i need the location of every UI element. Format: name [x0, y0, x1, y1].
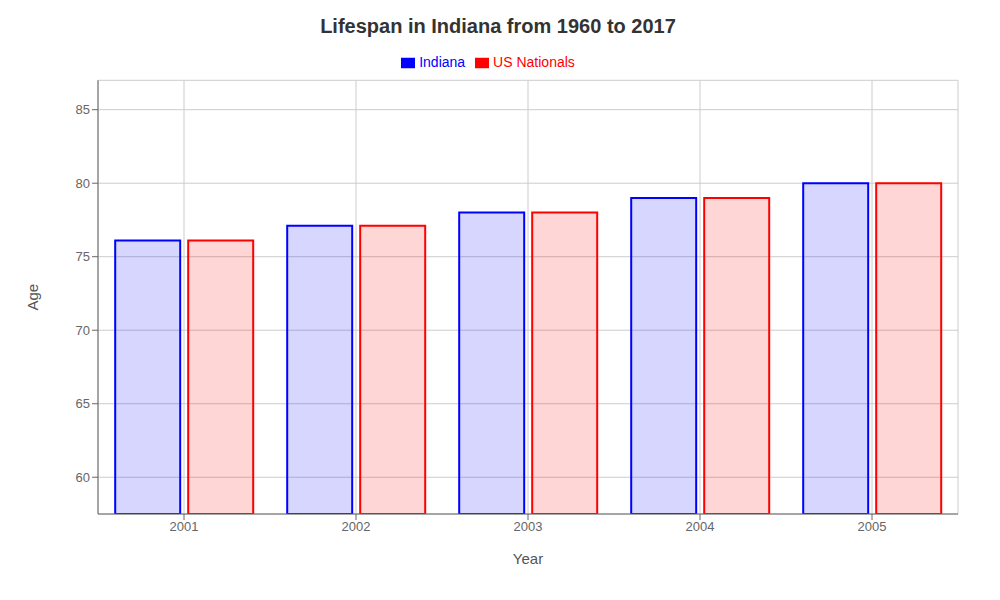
- svg-text:75: 75: [76, 249, 90, 264]
- html-text:Indiana: Indiana: [419, 54, 466, 70]
- svg-text:70: 70: [76, 323, 90, 338]
- svg-text:65: 65: [76, 396, 90, 411]
- svg-text:2004: 2004: [686, 519, 715, 534]
- svg-text:80: 80: [76, 176, 90, 191]
- svg-text:2002: 2002: [342, 519, 371, 534]
- svg-text:Year: Year: [513, 550, 543, 567]
- svg-text:60: 60: [76, 470, 90, 485]
- html-text:Lifespan in Indiana from 1960: Lifespan in Indiana from 1960 to 2017: [320, 15, 676, 37]
- svg-text:2001: 2001: [170, 519, 199, 534]
- svg-text:85: 85: [76, 102, 90, 117]
- svg-text:Age: Age: [24, 284, 41, 311]
- svg-text:2003: 2003: [514, 519, 543, 534]
- svg-text:2005: 2005: [858, 519, 887, 534]
- html-text:US Nationals: US Nationals: [493, 54, 575, 70]
